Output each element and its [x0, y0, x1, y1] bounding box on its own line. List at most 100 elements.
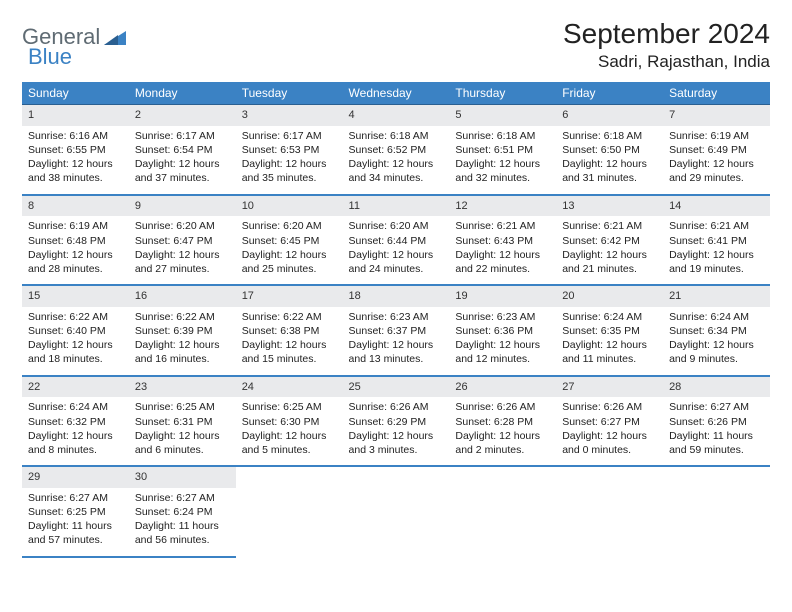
- sunrise-line: Sunrise: 6:26 AM: [562, 400, 657, 414]
- daylight-line2: and 2 minutes.: [455, 443, 550, 457]
- daylight-line2: and 56 minutes.: [135, 533, 230, 547]
- day-number: 1: [22, 105, 129, 126]
- day-body: Sunrise: 6:23 AMSunset: 6:36 PMDaylight:…: [449, 307, 556, 375]
- sunset-line: Sunset: 6:39 PM: [135, 324, 230, 338]
- day-body: Sunrise: 6:23 AMSunset: 6:37 PMDaylight:…: [343, 307, 450, 375]
- day-number: 10: [236, 196, 343, 217]
- sunrise-line: Sunrise: 6:24 AM: [28, 400, 123, 414]
- daylight-line1: Daylight: 12 hours: [135, 157, 230, 171]
- day-number: 22: [22, 377, 129, 398]
- day-body: Sunrise: 6:22 AMSunset: 6:38 PMDaylight:…: [236, 307, 343, 375]
- sunrise-line: Sunrise: 6:21 AM: [455, 219, 550, 233]
- daylight-line2: and 19 minutes.: [669, 262, 764, 276]
- day-body: Sunrise: 6:21 AMSunset: 6:42 PMDaylight:…: [556, 216, 663, 284]
- sunrise-line: Sunrise: 6:27 AM: [28, 491, 123, 505]
- daylight-line2: and 9 minutes.: [669, 352, 764, 366]
- day-body: Sunrise: 6:27 AMSunset: 6:26 PMDaylight:…: [663, 397, 770, 465]
- daylight-line2: and 8 minutes.: [28, 443, 123, 457]
- day-body: Sunrise: 6:20 AMSunset: 6:47 PMDaylight:…: [129, 216, 236, 284]
- daylight-line1: Daylight: 12 hours: [455, 338, 550, 352]
- sunrise-line: Sunrise: 6:26 AM: [455, 400, 550, 414]
- calendar-day-cell: 20Sunrise: 6:24 AMSunset: 6:35 PMDayligh…: [556, 285, 663, 376]
- daylight-line2: and 37 minutes.: [135, 171, 230, 185]
- sunset-line: Sunset: 6:31 PM: [135, 415, 230, 429]
- day-body: Sunrise: 6:17 AMSunset: 6:53 PMDaylight:…: [236, 126, 343, 194]
- daylight-line1: Daylight: 12 hours: [28, 338, 123, 352]
- daylight-line2: and 35 minutes.: [242, 171, 337, 185]
- day-body: Sunrise: 6:27 AMSunset: 6:25 PMDaylight:…: [22, 488, 129, 556]
- daylight-line2: and 34 minutes.: [349, 171, 444, 185]
- sunset-line: Sunset: 6:44 PM: [349, 234, 444, 248]
- day-number: 18: [343, 286, 450, 307]
- sunrise-line: Sunrise: 6:19 AM: [669, 129, 764, 143]
- page-header: General September 2024 Sadri, Rajasthan,…: [22, 18, 770, 72]
- day-body: Sunrise: 6:25 AMSunset: 6:31 PMDaylight:…: [129, 397, 236, 465]
- day-number: 14: [663, 196, 770, 217]
- sunrise-line: Sunrise: 6:18 AM: [562, 129, 657, 143]
- calendar-day-cell: [343, 466, 450, 557]
- daylight-line2: and 12 minutes.: [455, 352, 550, 366]
- sunset-line: Sunset: 6:49 PM: [669, 143, 764, 157]
- sunrise-line: Sunrise: 6:27 AM: [669, 400, 764, 414]
- daylight-line1: Daylight: 12 hours: [562, 338, 657, 352]
- daylight-line1: Daylight: 12 hours: [349, 429, 444, 443]
- day-body: Sunrise: 6:24 AMSunset: 6:35 PMDaylight:…: [556, 307, 663, 375]
- sunrise-line: Sunrise: 6:21 AM: [669, 219, 764, 233]
- calendar-week-row: 29Sunrise: 6:27 AMSunset: 6:25 PMDayligh…: [22, 466, 770, 557]
- day-body: Sunrise: 6:18 AMSunset: 6:51 PMDaylight:…: [449, 126, 556, 194]
- daylight-line1: Daylight: 11 hours: [669, 429, 764, 443]
- sunset-line: Sunset: 6:34 PM: [669, 324, 764, 338]
- calendar-day-cell: 2Sunrise: 6:17 AMSunset: 6:54 PMDaylight…: [129, 105, 236, 195]
- day-body: Sunrise: 6:16 AMSunset: 6:55 PMDaylight:…: [22, 126, 129, 194]
- calendar-day-cell: 9Sunrise: 6:20 AMSunset: 6:47 PMDaylight…: [129, 195, 236, 286]
- col-tuesday: Tuesday: [236, 82, 343, 105]
- col-monday: Monday: [129, 82, 236, 105]
- day-number: 29: [22, 467, 129, 488]
- daylight-line1: Daylight: 12 hours: [28, 429, 123, 443]
- day-body: Sunrise: 6:26 AMSunset: 6:28 PMDaylight:…: [449, 397, 556, 465]
- day-body: Sunrise: 6:22 AMSunset: 6:39 PMDaylight:…: [129, 307, 236, 375]
- daylight-line2: and 28 minutes.: [28, 262, 123, 276]
- daylight-line2: and 16 minutes.: [135, 352, 230, 366]
- daylight-line1: Daylight: 12 hours: [669, 338, 764, 352]
- daylight-line1: Daylight: 12 hours: [28, 248, 123, 262]
- calendar-day-cell: 18Sunrise: 6:23 AMSunset: 6:37 PMDayligh…: [343, 285, 450, 376]
- day-body: Sunrise: 6:22 AMSunset: 6:40 PMDaylight:…: [22, 307, 129, 375]
- calendar-day-cell: 27Sunrise: 6:26 AMSunset: 6:27 PMDayligh…: [556, 376, 663, 467]
- sunrise-line: Sunrise: 6:22 AM: [242, 310, 337, 324]
- calendar-day-cell: 12Sunrise: 6:21 AMSunset: 6:43 PMDayligh…: [449, 195, 556, 286]
- day-number: 15: [22, 286, 129, 307]
- day-number: 12: [449, 196, 556, 217]
- daylight-line1: Daylight: 12 hours: [669, 157, 764, 171]
- day-body: Sunrise: 6:18 AMSunset: 6:52 PMDaylight:…: [343, 126, 450, 194]
- daylight-line1: Daylight: 12 hours: [455, 429, 550, 443]
- sunset-line: Sunset: 6:40 PM: [28, 324, 123, 338]
- daylight-line2: and 24 minutes.: [349, 262, 444, 276]
- title-block: September 2024 Sadri, Rajasthan, India: [563, 18, 770, 72]
- calendar-day-cell: 10Sunrise: 6:20 AMSunset: 6:45 PMDayligh…: [236, 195, 343, 286]
- day-number: 9: [129, 196, 236, 217]
- sunset-line: Sunset: 6:54 PM: [135, 143, 230, 157]
- day-body: Sunrise: 6:19 AMSunset: 6:48 PMDaylight:…: [22, 216, 129, 284]
- calendar-day-cell: 3Sunrise: 6:17 AMSunset: 6:53 PMDaylight…: [236, 105, 343, 195]
- sunset-line: Sunset: 6:53 PM: [242, 143, 337, 157]
- daylight-line1: Daylight: 12 hours: [349, 157, 444, 171]
- daylight-line2: and 15 minutes.: [242, 352, 337, 366]
- sunset-line: Sunset: 6:30 PM: [242, 415, 337, 429]
- sunrise-line: Sunrise: 6:19 AM: [28, 219, 123, 233]
- daylight-line1: Daylight: 12 hours: [242, 429, 337, 443]
- day-body: Sunrise: 6:18 AMSunset: 6:50 PMDaylight:…: [556, 126, 663, 194]
- sunrise-line: Sunrise: 6:22 AM: [28, 310, 123, 324]
- col-thursday: Thursday: [449, 82, 556, 105]
- daylight-line1: Daylight: 12 hours: [28, 157, 123, 171]
- calendar-day-cell: [556, 466, 663, 557]
- sunset-line: Sunset: 6:55 PM: [28, 143, 123, 157]
- sunrise-line: Sunrise: 6:24 AM: [562, 310, 657, 324]
- daylight-line1: Daylight: 12 hours: [669, 248, 764, 262]
- calendar-week-row: 8Sunrise: 6:19 AMSunset: 6:48 PMDaylight…: [22, 195, 770, 286]
- day-body: Sunrise: 6:25 AMSunset: 6:30 PMDaylight:…: [236, 397, 343, 465]
- calendar-day-cell: 17Sunrise: 6:22 AMSunset: 6:38 PMDayligh…: [236, 285, 343, 376]
- day-number: 19: [449, 286, 556, 307]
- day-number: 30: [129, 467, 236, 488]
- sunset-line: Sunset: 6:35 PM: [562, 324, 657, 338]
